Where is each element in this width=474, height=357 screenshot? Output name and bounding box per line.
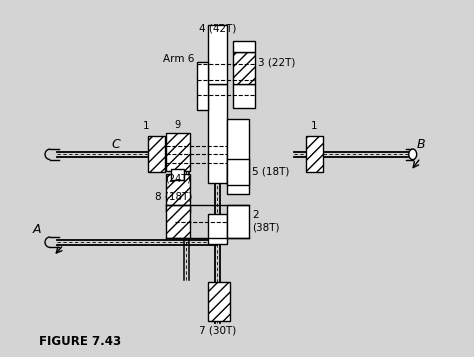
Bar	[233, 41, 255, 52]
Bar	[208, 213, 227, 245]
Ellipse shape	[409, 149, 417, 160]
Bar	[233, 52, 255, 84]
Bar	[227, 205, 249, 238]
Bar	[227, 119, 249, 194]
Text: 9: 9	[175, 120, 181, 130]
Text: 8 (18T): 8 (18T)	[155, 191, 192, 201]
Bar	[166, 133, 190, 171]
Text: A: A	[33, 223, 42, 236]
Bar	[166, 205, 190, 238]
Text: 2: 2	[252, 210, 258, 220]
Text: 1: 1	[143, 121, 149, 131]
Text: 5 (18T): 5 (18T)	[252, 167, 289, 177]
Bar	[208, 282, 229, 321]
Bar	[233, 84, 255, 108]
Text: C: C	[112, 138, 120, 151]
Bar	[198, 62, 208, 110]
Text: 7 (30T): 7 (30T)	[199, 326, 236, 336]
Bar	[148, 136, 164, 172]
Text: (38T): (38T)	[252, 223, 280, 233]
Bar	[208, 25, 227, 84]
Bar	[208, 84, 227, 183]
Text: FIGURE 7.43: FIGURE 7.43	[39, 335, 121, 348]
Bar	[306, 136, 323, 172]
Text: 3 (22T): 3 (22T)	[258, 57, 295, 67]
Text: 1: 1	[311, 121, 318, 131]
Bar	[171, 169, 184, 180]
Text: (24T): (24T)	[165, 174, 191, 183]
Text: 4 (42T): 4 (42T)	[199, 24, 236, 34]
Text: Arm 6: Arm 6	[163, 54, 194, 64]
Text: B: B	[417, 138, 426, 151]
Bar	[227, 159, 249, 185]
Bar	[166, 174, 190, 212]
